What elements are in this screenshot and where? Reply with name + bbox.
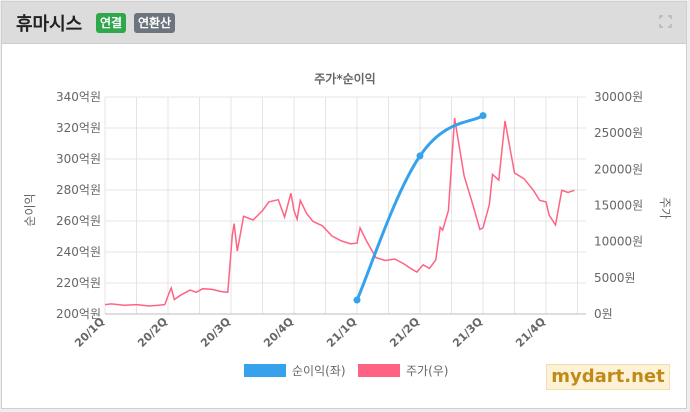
- x-tick-label: 20/4Q: [261, 315, 296, 350]
- legend-label-price: 주가(우): [406, 364, 448, 378]
- y-right-tick-label: 30000원: [594, 90, 643, 104]
- annualized-badge[interactable]: 연환산: [134, 13, 176, 33]
- net-income-point: [353, 296, 361, 304]
- x-tick-label: 21/3Q: [450, 315, 485, 350]
- watermark: mydart.net: [546, 364, 670, 390]
- legend-label-net-income: 순이익(좌): [292, 364, 346, 378]
- x-tick-label: 21/1Q: [324, 315, 359, 350]
- x-tick-label: 20/2Q: [135, 315, 170, 350]
- y-right-tick-label: 15000원: [594, 199, 643, 213]
- consolidated-badge[interactable]: 연결: [96, 13, 127, 33]
- chart-legend: 순이익(좌) 주가(우): [244, 364, 448, 378]
- x-tick-label: 21/4Q: [513, 315, 548, 350]
- price-series-line: [104, 117, 575, 307]
- y-left-tick-label: 300억원: [56, 152, 101, 166]
- x-tick-label: 20/3Q: [198, 315, 233, 350]
- y-right-axis-title: 주가: [658, 197, 672, 219]
- card-header: 휴마시스 연결 연환산: [2, 2, 686, 44]
- legend-swatch-net-income: [244, 364, 286, 377]
- net-income-series-line: [355, 114, 484, 301]
- net-income-point: [416, 152, 424, 160]
- y-left-tick-label: 220억원: [56, 276, 101, 290]
- legend-swatch-price: [358, 364, 400, 377]
- y-right-tick-label: 5000원: [594, 271, 636, 285]
- grid-lines: [104, 96, 586, 315]
- company-name: 휴마시스: [16, 14, 83, 35]
- chart-title: 주가*순이익: [314, 71, 375, 86]
- y-left-tick-label: 280억원: [56, 183, 101, 197]
- net-income-point: [479, 112, 487, 120]
- y-left-tick-label: 200억원: [56, 307, 101, 321]
- y-left-axis-title: 순이익: [23, 193, 37, 226]
- y-right-tick-label: 20000원: [594, 162, 643, 176]
- expand-icon[interactable]: [659, 15, 672, 28]
- y-right-tick-label: 25000원: [594, 126, 643, 140]
- y-left-tick-label: 320억원: [56, 121, 101, 135]
- x-tick-label: 21/2Q: [387, 315, 422, 350]
- y-right-tick-label: 0원: [594, 307, 613, 321]
- y-left-tick-label: 260억원: [56, 214, 101, 228]
- y-left-tick-label: 240억원: [56, 245, 101, 259]
- y-left-tick-label: 340억원: [56, 90, 101, 104]
- y-right-tick-label: 10000원: [594, 235, 643, 249]
